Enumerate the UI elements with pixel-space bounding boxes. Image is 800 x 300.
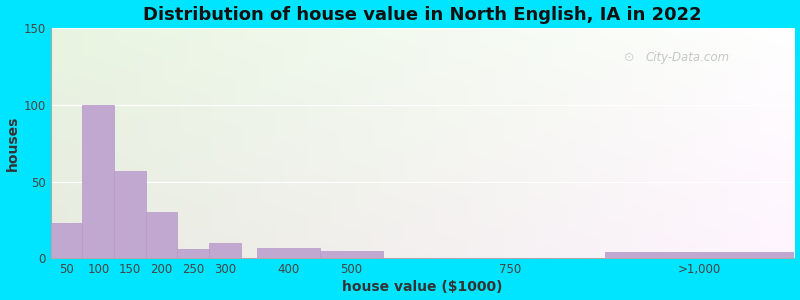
Bar <box>82 105 114 258</box>
Bar <box>51 223 82 258</box>
Bar <box>605 252 794 258</box>
Text: City-Data.com: City-Data.com <box>646 51 730 64</box>
Bar <box>146 212 178 258</box>
Bar <box>209 243 241 258</box>
Bar <box>257 248 320 258</box>
Bar <box>320 251 383 258</box>
Title: Distribution of house value in North English, IA in 2022: Distribution of house value in North Eng… <box>143 6 702 24</box>
Text: ⊙: ⊙ <box>623 51 634 64</box>
Y-axis label: houses: houses <box>6 116 19 171</box>
Bar <box>178 249 209 258</box>
Bar <box>114 171 146 258</box>
X-axis label: house value ($1000): house value ($1000) <box>342 280 503 294</box>
